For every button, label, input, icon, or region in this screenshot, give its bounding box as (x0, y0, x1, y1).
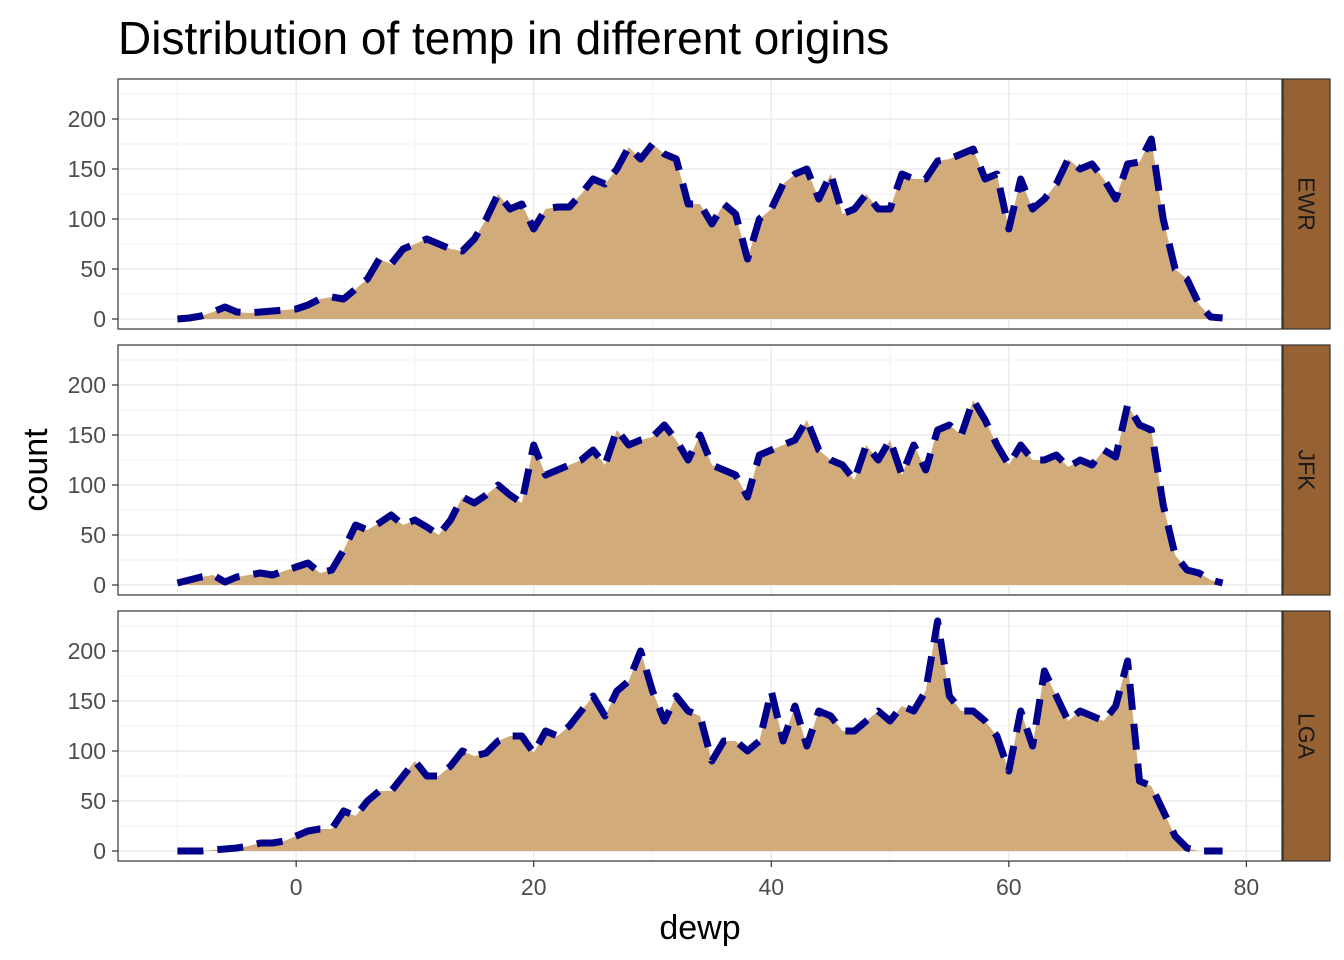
x-tick-label: 40 (758, 874, 784, 900)
y-tick-label: 50 (80, 522, 106, 548)
x-axis-title: dewp (659, 909, 740, 947)
chart-title: Distribution of temp in different origin… (118, 12, 889, 64)
y-tick-label: 150 (68, 156, 106, 182)
panel-border (117, 344, 1283, 596)
facet-panel-ewr: 0 50 100 150 200 EWR (68, 78, 1331, 332)
x-tick-label: 20 (521, 874, 547, 900)
area-lga (177, 621, 1223, 851)
y-tick-label: 200 (68, 638, 106, 664)
line-lga (177, 617, 1223, 855)
facet-strip-lga (1282, 610, 1331, 862)
y-tick-label: 200 (68, 106, 106, 132)
facet-panels: 0 50 100 150 200 EWR 0 50 100 150 200 JFK 0 50 100 150 2… (68, 78, 1331, 864)
panel-border (117, 610, 1283, 862)
x-tick-label: 0 (290, 874, 303, 900)
y-tick-label: 50 (80, 788, 106, 814)
panel-border (117, 78, 1283, 330)
x-axis: 0 20 40 60 80 (290, 861, 1259, 900)
facet-label: EWR (1294, 177, 1320, 231)
facet-strip-jfk (1282, 344, 1331, 596)
y-tick-label: 100 (68, 472, 106, 498)
x-tick-label: 80 (1234, 874, 1260, 900)
line-ewr (177, 135, 1223, 323)
facet-label: JFK (1294, 450, 1320, 492)
y-tick-label: 0 (93, 306, 106, 332)
facet-panel-jfk: 0 50 100 150 200 JFK (68, 344, 1331, 598)
facet-strip-ewr (1282, 78, 1331, 330)
y-tick-label: 50 (80, 256, 106, 282)
facet-label: LGA (1294, 713, 1320, 760)
y-tick-label: 200 (68, 372, 106, 398)
area-ewr (177, 139, 1223, 319)
line-jfk (176, 396, 1224, 587)
y-tick-label: 150 (68, 422, 106, 448)
y-tick-label: 0 (93, 572, 106, 598)
facet-panel-lga: 0 50 100 150 200 LGA (68, 610, 1331, 864)
y-tick-label: 0 (93, 838, 106, 864)
area-jfk (177, 400, 1223, 585)
y-tick-label: 100 (68, 738, 106, 764)
y-tick-label: 150 (68, 688, 106, 714)
x-tick-label: 60 (996, 874, 1022, 900)
y-tick-label: 100 (68, 206, 106, 232)
y-axis-title: count (17, 428, 55, 512)
